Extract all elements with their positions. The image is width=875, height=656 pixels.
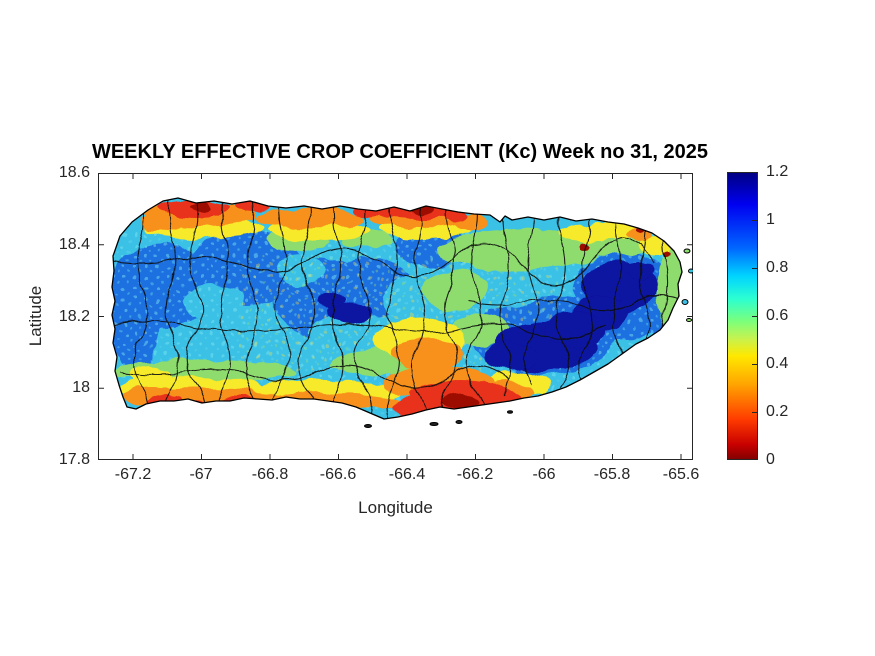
x-tick-label: -65.6 [662, 466, 700, 483]
x-axis-label: Longitude [358, 498, 433, 517]
x-tick-label: -66.4 [388, 466, 426, 483]
colorbar-tick-label: 1.2 [766, 163, 789, 180]
x-tick-label: -66.8 [251, 466, 289, 483]
y-tick-label: 17.8 [58, 451, 90, 468]
x-tick-label: -67 [189, 466, 213, 483]
axis-ticks [98, 173, 693, 460]
y-tick-label: 18 [72, 379, 90, 396]
x-tick-label: -66.6 [319, 466, 357, 483]
colorbar-tick-label: 0.2 [766, 403, 789, 420]
colorbar-tick-label: 0.6 [766, 307, 789, 324]
kc-color-regions [112, 200, 682, 419]
x-tick-label: -66.2 [456, 466, 494, 483]
municipality-boundaries [112, 198, 682, 419]
x-tick-label: -65.8 [593, 466, 631, 483]
x-tick-label: -67.2 [114, 466, 152, 483]
colorbar-tick-label: 0.8 [766, 259, 789, 276]
plot-title: WEEKLY EFFECTIVE CROP COEFFICIENT (Kc) W… [91, 141, 709, 163]
colorbar-tick [752, 412, 757, 413]
y-tick-label: 18.2 [58, 308, 90, 325]
colorbar-tick-label: 0 [766, 451, 775, 468]
puerto-rico-kc-map [98, 173, 693, 460]
y-tick-label: 18.4 [58, 236, 90, 253]
colorbar-tick [752, 268, 757, 269]
y-axis-label: Latitude [26, 285, 45, 347]
colorbar-tick-label: 1 [766, 211, 775, 228]
colorbar-tick [752, 220, 757, 221]
x-tick-label: -66 [532, 466, 556, 483]
colorbar-tick-label: 0.4 [766, 355, 789, 372]
colorbar-tick [752, 364, 757, 365]
y-tick-label: 18.6 [58, 164, 90, 181]
colorbar-tick [752, 316, 757, 317]
offshore-cays [364, 248, 693, 428]
